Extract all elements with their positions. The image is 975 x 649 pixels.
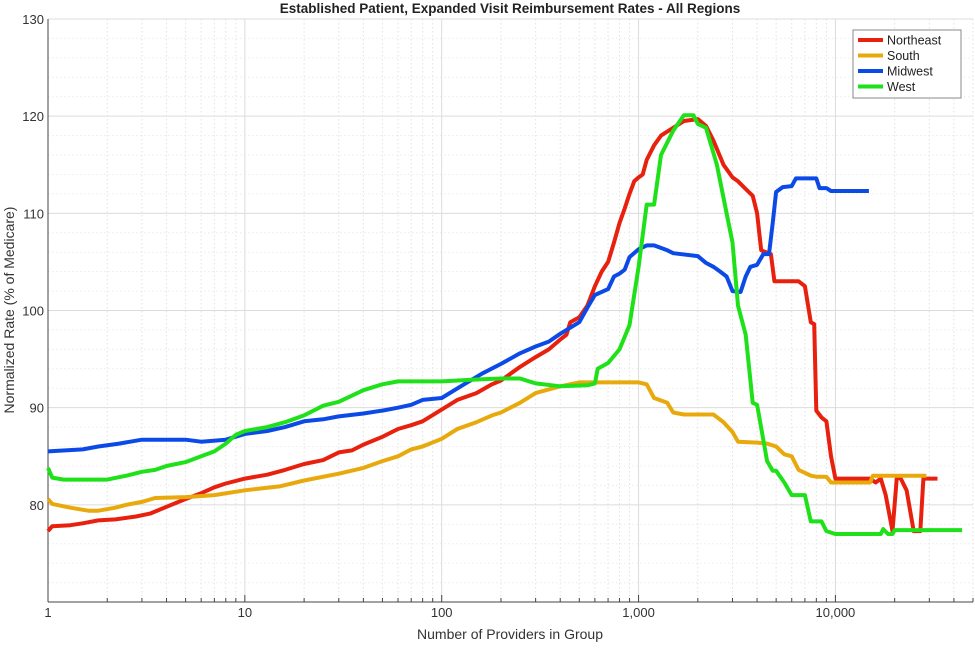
- x-tick-label: 10: [238, 605, 252, 620]
- chart-title: Established Patient, Expanded Visit Reim…: [280, 1, 741, 16]
- x-axis-label: Number of Providers in Group: [417, 626, 603, 642]
- x-tick-label: 1,000: [622, 605, 655, 620]
- series-line-northeast: [46, 117, 938, 534]
- legend-label-south: South: [887, 49, 920, 63]
- axes: [47, 19, 974, 603]
- x-tick-label: 100: [431, 605, 453, 620]
- y-tick-label: 130: [22, 12, 44, 27]
- series-line-midwest: [47, 176, 869, 454]
- grid: [47, 18, 974, 602]
- series-line-west: [46, 113, 963, 536]
- y-tick-label: 120: [22, 109, 44, 124]
- legend-label-west: West: [887, 80, 916, 94]
- y-tick-label: 100: [22, 304, 44, 319]
- x-tick-label: 1: [44, 605, 51, 620]
- legend-label-northeast: Northeast: [887, 34, 942, 48]
- series-line-south: [46, 380, 927, 513]
- legend-label-midwest: Midwest: [887, 65, 933, 79]
- y-tick-label: 80: [30, 498, 44, 513]
- y-tick-label: 90: [30, 401, 44, 416]
- series-lines: [46, 113, 963, 536]
- y-axis-label: Normalized Rate (% of Medicare): [1, 207, 17, 414]
- y-tick-label: 110: [23, 206, 44, 221]
- x-tick-label: 10,000: [816, 605, 856, 620]
